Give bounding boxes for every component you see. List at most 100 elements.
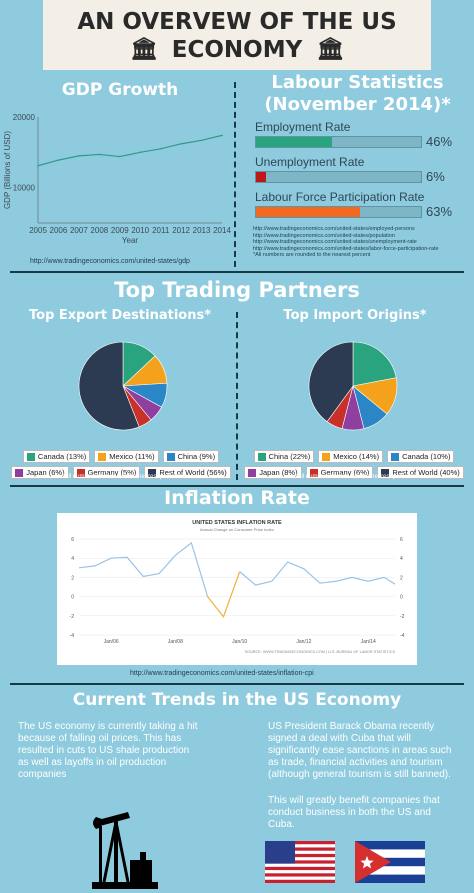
oil-pump-icon bbox=[92, 812, 158, 889]
labour-bar-track bbox=[255, 205, 422, 218]
labour-source-link[interactable]: http://www.tradingeconomics.com/united-s… bbox=[253, 239, 417, 245]
gdp-x-tick-label: 2005 bbox=[29, 226, 47, 235]
labour-source-link[interactable]: http://www.tradingeconomics.com/united-s… bbox=[253, 226, 415, 232]
gdp-x-tick-label: 2008 bbox=[90, 226, 108, 235]
labour-bar-track bbox=[255, 170, 422, 183]
labour-bar-label: Unemployment Rate bbox=[255, 155, 365, 169]
labour-source-link[interactable]: http://www.tradingeconomics.com/united-s… bbox=[253, 245, 439, 252]
inflation-heading: Inflation Rate bbox=[164, 487, 310, 509]
import-pie-chart bbox=[308, 341, 398, 431]
legend-item: Mexico (14%) bbox=[318, 450, 384, 463]
inflation-chart-background bbox=[57, 513, 417, 665]
inflation-source-link[interactable]: http://www.tradingeconomics.com/united-s… bbox=[130, 670, 314, 677]
legend-swatch bbox=[76, 468, 85, 477]
legend-item: Canada (10%) bbox=[387, 450, 455, 463]
gdp-x-tick-label: 2007 bbox=[70, 226, 88, 235]
export-legend: Canada (13%) Mexico (11%) China (9%) Japan … bbox=[10, 450, 232, 479]
import-note: *All numbers rounded to the nearest perc… bbox=[295, 474, 413, 480]
inflation-chart-title: UNITED STATES INFLATION RATE bbox=[192, 520, 282, 526]
export-pie-title: Top Export Destinations* bbox=[29, 308, 211, 323]
pie-slice bbox=[352, 341, 397, 387]
legend-item: Germany (6%) bbox=[305, 466, 374, 479]
legend-swatch bbox=[257, 452, 266, 461]
legend-label: Rest of World (56%) bbox=[159, 468, 227, 477]
labour-bar-fill bbox=[256, 206, 360, 217]
inflation-y-tick-right: -2 bbox=[400, 614, 405, 620]
labour-source-link[interactable]: *All numbers are rounded to the nearest … bbox=[253, 252, 371, 258]
legend-item: Rest of World (56%) bbox=[144, 466, 231, 479]
legend-label: Japan (6%) bbox=[26, 468, 65, 477]
labour-heading-line2: (November 2014)* bbox=[264, 94, 451, 115]
gdp-heading: GDP Growth bbox=[61, 80, 179, 100]
gdp-source-link[interactable]: http://www.tradingeconomics.com/united-s… bbox=[30, 258, 190, 265]
cuba-flag-icon bbox=[355, 841, 425, 883]
page-title-line1: AN OVERVEW OF THE US bbox=[77, 9, 397, 35]
labour-bar-value: 63% bbox=[426, 204, 453, 219]
title-banner: AN OVERVEW OF THE US 🏛 ECONOMY 🏛 bbox=[43, 0, 431, 70]
gdp-x-tick-label: 2011 bbox=[152, 226, 170, 235]
legend-item: Mexico (11%) bbox=[94, 450, 159, 463]
inflation-series-line bbox=[239, 561, 396, 586]
pie-slice bbox=[308, 341, 354, 423]
inflation-y-tick-right: 0 bbox=[400, 595, 403, 601]
labour-bar-label: Labour Force Participation Rate bbox=[255, 190, 425, 204]
gdp-x-tick-label: 2012 bbox=[172, 226, 190, 235]
bank-building-icon: 🏛 bbox=[316, 37, 345, 62]
gdp-point bbox=[180, 143, 182, 145]
inflation-chart-footer: SOURCE: WWW.TRADINGECONOMICS.COM | U.S. … bbox=[245, 650, 396, 654]
inflation-x-tick: Jan/12 bbox=[296, 639, 311, 645]
oil-prices-text: The US economy is currently taking a hit… bbox=[18, 721, 198, 780]
legend-item: China (22%) bbox=[253, 450, 315, 463]
labour-bar-label: Employment Rate bbox=[255, 120, 351, 134]
gdp-point bbox=[200, 139, 203, 142]
labour-bar-value: 46% bbox=[426, 134, 453, 149]
export-note: *All numbers rounded to the nearest perc… bbox=[62, 474, 180, 480]
legend-item: Rest of World (40%) bbox=[377, 466, 464, 479]
section-divider bbox=[10, 271, 464, 273]
legend-label: Japan (8%) bbox=[259, 468, 298, 477]
section-divider bbox=[236, 312, 238, 480]
inflation-y-tick-left: -4 bbox=[70, 633, 75, 639]
import-pie-title: Top Import Origins* bbox=[283, 308, 427, 323]
gdp-point bbox=[98, 153, 101, 156]
gdp-x-tick-label: 2009 bbox=[111, 226, 129, 235]
legend-swatch bbox=[381, 468, 390, 477]
gdp-point bbox=[159, 148, 162, 150]
labour-source-link[interactable]: http://www.tradingeconomics.com/united-s… bbox=[253, 232, 395, 239]
gdp-y-tick-label: 20000 bbox=[13, 113, 36, 122]
gdp-point bbox=[37, 164, 39, 167]
legend-swatch bbox=[148, 468, 157, 477]
inflation-x-tick: Jan/10 bbox=[232, 639, 247, 645]
legend-item: China (9%) bbox=[162, 450, 220, 463]
legend-label: Mexico (14%) bbox=[333, 452, 380, 461]
labour-bar-chart: Employment Rate 46% Unemployment Rate 6% Lab… bbox=[255, 120, 467, 225]
inflation-y-tick-left: 0 bbox=[71, 595, 74, 601]
legend-item: Japan (6%) bbox=[11, 466, 69, 479]
inflation-y-tick-right: 4 bbox=[400, 556, 403, 562]
pie-slice bbox=[78, 341, 140, 431]
legend-swatch bbox=[391, 452, 400, 461]
gdp-x-tick-label: 2014 bbox=[213, 226, 231, 235]
gdp-y-axis-label: GDP (Billions of USD) bbox=[3, 131, 12, 209]
labour-bar-value: 6% bbox=[426, 169, 445, 184]
labour-bar-fill bbox=[256, 171, 266, 182]
legend-swatch bbox=[309, 468, 318, 477]
gdp-x-tick-label: 2013 bbox=[193, 226, 211, 235]
section-divider bbox=[10, 683, 464, 685]
export-pie-chart bbox=[78, 341, 168, 431]
inflation-y-tick-right: 2 bbox=[400, 575, 403, 581]
legend-swatch bbox=[166, 452, 175, 461]
inflation-y-tick-left: 2 bbox=[71, 575, 74, 581]
inflation-series-line bbox=[78, 541, 209, 597]
labour-bar-row: Employment Rate 46% bbox=[255, 120, 467, 149]
inflation-x-tick: Jan/06 bbox=[104, 639, 119, 645]
labour-bar-row: Unemployment Rate 6% bbox=[255, 155, 467, 184]
trends-heading: Current Trends in the US Economy bbox=[72, 690, 402, 710]
labour-bar-row: Labour Force Participation Rate 63% bbox=[255, 190, 467, 219]
legend-swatch bbox=[98, 452, 107, 461]
gdp-point bbox=[78, 155, 80, 157]
section-divider bbox=[234, 82, 236, 267]
labour-heading-line1: Labour Statistics bbox=[271, 72, 444, 93]
